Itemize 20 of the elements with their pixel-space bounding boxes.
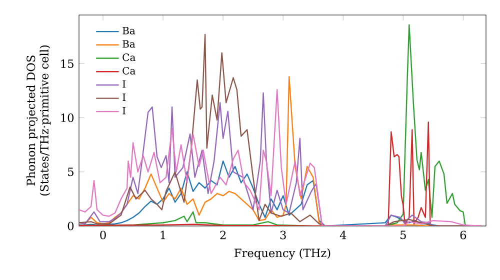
x-tick-label: 5 bbox=[400, 230, 406, 240]
x-tick-label: 4 bbox=[340, 230, 346, 240]
legend-label: I bbox=[122, 94, 126, 101]
legend-label: Ba bbox=[122, 40, 136, 48]
legend-label: I bbox=[122, 80, 126, 88]
x-tick-label: 0 bbox=[100, 230, 106, 240]
x-tick-label: 1 bbox=[160, 230, 166, 240]
y-tick-label: 5 bbox=[68, 168, 74, 176]
legend-label: Ca bbox=[122, 66, 136, 75]
x-tick-label: 2 bbox=[220, 230, 226, 240]
x-tick-label: 6 bbox=[460, 230, 466, 240]
x-axis-title: Frequency (THz) bbox=[234, 248, 330, 260]
y-tick-label: 15 bbox=[61, 59, 74, 68]
legend-label: Ba bbox=[122, 26, 136, 34]
legend-label: Ca bbox=[122, 54, 136, 62]
y-tick-label: 0 bbox=[68, 222, 74, 230]
y-axis-title: Phonon projected DOS (States/THz·primitive cell) bbox=[26, 45, 51, 196]
y-tick-label: 10 bbox=[61, 114, 74, 122]
x-tick-label: 3 bbox=[280, 230, 286, 240]
legend-label: I bbox=[122, 106, 126, 114]
